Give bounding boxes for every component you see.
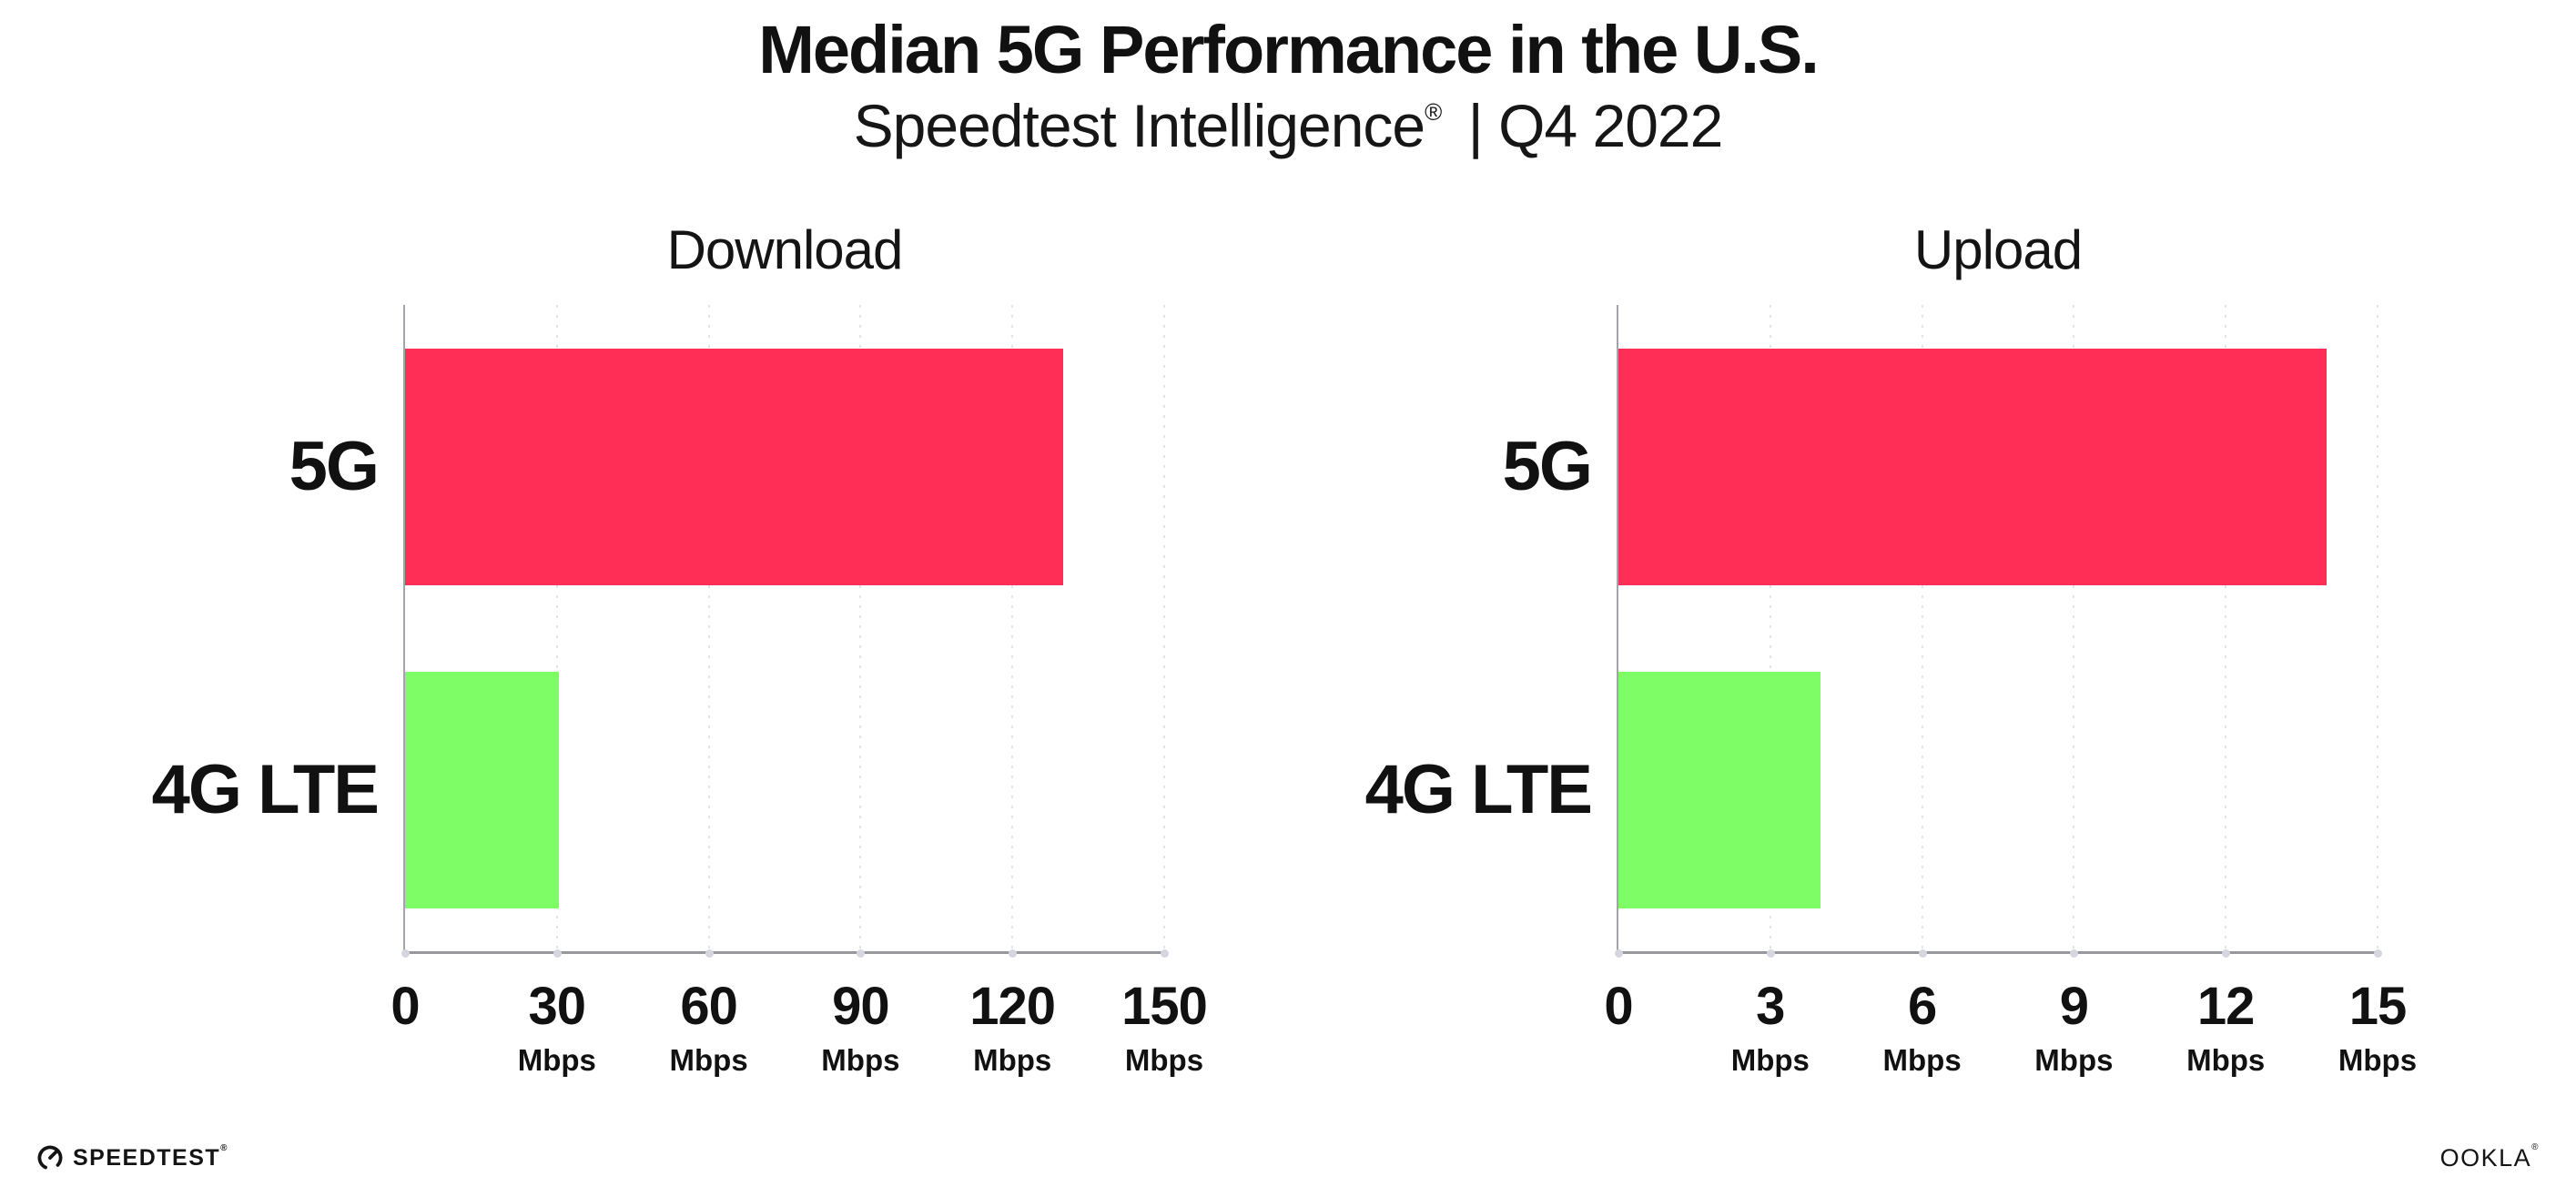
x-tick-unit: Mbps [1124,1043,1204,1077]
bar-4g-lte [1618,671,1821,908]
x-tick-label: 0 [1604,977,1633,1036]
axis-tick-dot [2222,949,2231,958]
x-tick-label: 6 Mbps [1882,977,1962,1077]
axis-tick-dot [1009,949,1018,958]
gridline [555,305,558,951]
ookla-logo: OOKLA® [2439,1141,2540,1172]
x-tick-label: 0 [390,977,420,1036]
x-tick-value: 3 [1756,977,1785,1036]
subtitle-brand: Speedtest Intelligence [853,91,1425,159]
footer: SPEEDTEST® OOKLA® [36,1136,2540,1180]
x-tick-value: 0 [1604,977,1633,1036]
chart-title: Download [666,219,904,280]
x-tick-label: 150 Mbps [1121,977,1208,1077]
subtitle-separator [1446,92,1462,159]
gridline [1921,305,1923,951]
x-tick-value: 6 [1907,977,1937,1036]
x-tick-unit: Mbps [1882,1043,1962,1077]
x-tick-unit: Mbps [1730,1043,1810,1077]
ookla-registered-mark: ® [2531,1141,2540,1152]
plot-area-download: Download 0 30 Mbps 60 Mbps 90 Mbps 120 Mbps 150 Mbp… [152,223,1208,1076]
axis-tick-dot [1615,949,1623,958]
axis-tick-dot [705,949,714,958]
x-tick-unit: Mbps [2186,1043,2266,1077]
x-tick-label: 15 Mbps [2338,977,2418,1077]
axis-tick-dot [553,949,562,958]
x-tick-value: 9 [2059,977,2089,1036]
x-tick-value: 150 [1121,977,1208,1036]
category-label: 4G LTE [151,750,380,828]
axis-tick-dot [1161,949,1169,958]
x-tick-value: 30 [528,977,587,1036]
gridline [859,305,862,951]
gridline [1011,305,1014,951]
bar-4g-lte [405,671,560,908]
speedtest-gauge-icon [36,1144,64,1172]
axis-tick-dot [1918,949,1927,958]
x-tick-label: 3 Mbps [1730,977,1810,1077]
x-tick-label: 120 Mbps [969,977,1056,1077]
x-tick-label: 9 Mbps [2034,977,2114,1077]
category-label: 4G LTE [1364,750,1593,828]
x-tick-unit: Mbps [973,1043,1052,1077]
bar-5g [1618,348,2328,585]
x-tick-unit: Mbps [517,1043,596,1077]
plot-area-upload: Upload 0 3 Mbps 6 Mbps 9 Mbps 12 Mbps 15 Mbps 5G 4G L… [1365,223,2417,1076]
category-label: 5G [289,427,380,505]
gridline [1163,305,1165,951]
speedtest-wordmark: SPEEDTEST® [73,1142,229,1171]
bar-5g [405,348,1063,585]
x-tick-value: 0 [390,977,420,1036]
page-title: Median 5G Performance in the U.S. [758,12,1820,87]
x-tick-label: 60 Mbps [669,977,748,1077]
x-tick-value: 90 [832,977,890,1036]
x-tick-unit: Mbps [2034,1043,2114,1077]
x-tick-label: 12 Mbps [2186,977,2266,1077]
gridline [1769,305,1771,951]
speedtest-registered-mark: ® [220,1142,229,1153]
axis-tick-dot [857,949,866,958]
x-tick-label: 90 Mbps [821,977,900,1077]
axis-tick-dot [1766,949,1775,958]
x-tick-label: 30 Mbps [517,977,596,1077]
gridline [707,305,710,951]
axis-tick-dot [2374,949,2382,958]
gridline [2073,305,2075,951]
chart-title: Upload [1913,219,2083,280]
page-subtitle: Speedtest Intelligence® | Q4 2022 [0,91,2576,159]
speedtest-logo: SPEEDTEST® [36,1142,229,1172]
axis-tick-dot [401,949,410,958]
gridline [2225,305,2227,951]
registered-mark: ® [1425,97,1442,126]
category-label: 5G [1502,427,1593,505]
subtitle-period: | Q4 2022 [1467,91,1724,159]
x-tick-value: 12 [2196,977,2256,1036]
axis-tick-dot [2070,949,2079,958]
header: Median 5G Performance in the U.S. Speedt… [0,0,2576,157]
x-tick-value: 15 [2348,977,2408,1036]
x-tick-unit: Mbps [821,1043,900,1077]
x-tick-unit: Mbps [2338,1043,2418,1077]
x-tick-value: 60 [680,977,738,1036]
gridline [2377,305,2378,951]
x-tick-unit: Mbps [669,1043,748,1077]
x-tick-value: 120 [969,977,1056,1036]
